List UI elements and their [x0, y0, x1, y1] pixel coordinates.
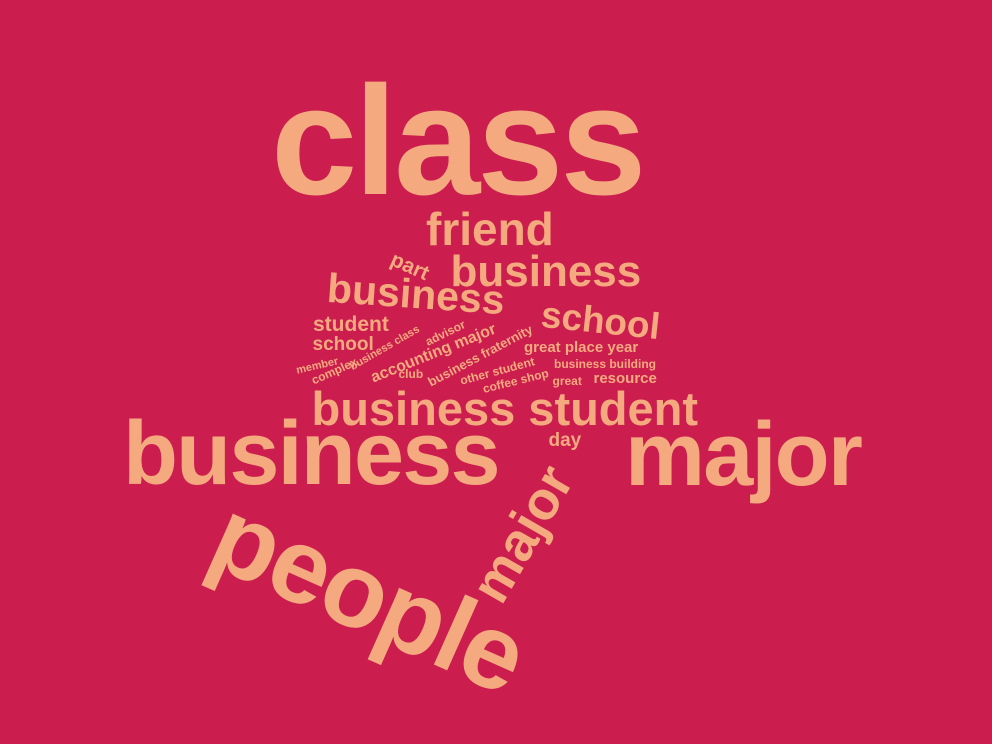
word-business: business — [123, 404, 501, 504]
word-friend: friend — [426, 203, 554, 255]
word-school: school — [538, 293, 662, 347]
word-business: business — [450, 247, 642, 296]
word-student: student — [313, 312, 389, 336]
word-great: great — [552, 374, 582, 388]
word-great-place-year: great place year — [524, 338, 639, 356]
word-business-building: business building — [554, 357, 657, 371]
word-business-student: business student — [311, 381, 699, 435]
word-major: major — [625, 405, 863, 505]
word-class: class — [271, 53, 646, 227]
word-school: school — [312, 333, 374, 355]
word-club: club — [398, 367, 424, 381]
word-resource: resource — [593, 369, 657, 387]
word-day: day — [548, 429, 582, 451]
word-people: people — [193, 475, 543, 717]
